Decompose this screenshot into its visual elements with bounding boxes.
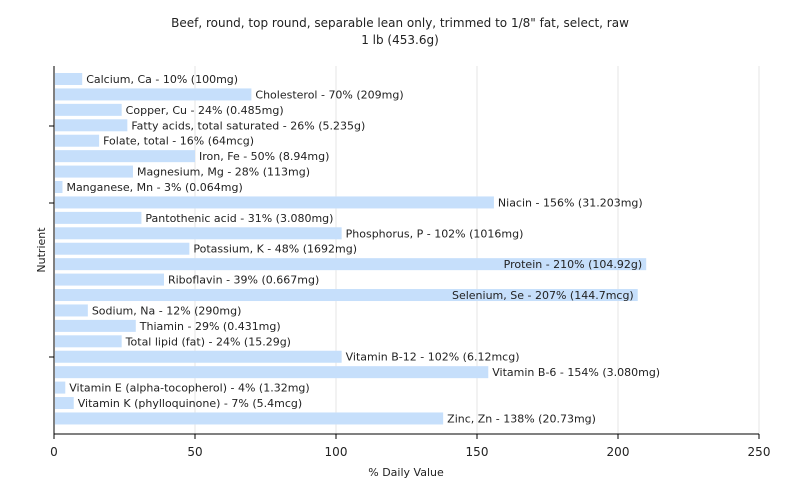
bar-label: Magnesium, Mg - 28% (113mg) [137, 166, 310, 179]
bar [55, 103, 122, 116]
axes [53, 66, 759, 435]
bar [55, 150, 195, 163]
bar [55, 350, 342, 363]
bar-label: Copper, Cu - 24% (0.485mg) [126, 104, 284, 117]
bar-label: Calcium, Ca - 10% (100mg) [86, 73, 238, 86]
bar-labels: Calcium, Ca - 10% (100mg) Cholesterol - 7… [66, 73, 660, 425]
bar-label: Vitamin K (phylloquinone) - 7% (5.4mcg) [78, 397, 302, 410]
x-tick-label: 100 [325, 445, 348, 459]
bar [55, 211, 142, 224]
x-tick-label: 200 [607, 445, 630, 459]
bar [55, 227, 342, 240]
x-axis-ticks: 0 50 100 150 200 250 [49, 125, 771, 459]
bar [55, 88, 252, 101]
bars [55, 73, 647, 425]
x-tick-label: 50 [187, 445, 202, 459]
bar-label: Sodium, Na - 12% (290mg) [92, 304, 242, 317]
bar [55, 397, 74, 410]
bar [55, 366, 489, 379]
bar [55, 258, 647, 271]
bar-label: Folate, total - 16% (64mcg) [103, 135, 254, 148]
bar-label: Fatty acids, total saturated - 26% (5.23… [131, 119, 365, 132]
bar [55, 242, 190, 255]
bar-label: Vitamin B-6 - 154% (3.080mg) [492, 366, 660, 379]
bar [55, 412, 444, 425]
bar-label: Manganese, Mn - 3% (0.064mg) [66, 181, 242, 194]
bar-label: Vitamin E (alpha-tocopherol) - 4% (1.32m… [69, 382, 309, 395]
bar [55, 119, 128, 132]
x-tick-label: 0 [50, 445, 58, 459]
bar [55, 319, 136, 332]
bar-label: Riboflavin - 39% (0.667mg) [168, 274, 319, 287]
bar [55, 196, 494, 209]
bar-label: Phosphorus, P - 102% (1016mg) [346, 227, 524, 240]
bar-label: Cholesterol - 70% (209mg) [255, 88, 403, 101]
bar [55, 304, 88, 317]
bar-label: Selenium, Se - 207% (144.7mcg) [452, 289, 634, 302]
bar [55, 335, 122, 348]
chart-subtitle: 1 lb (453.6g) [361, 33, 439, 47]
bar-label: Zinc, Zn - 138% (20.73mg) [447, 412, 596, 425]
bar [55, 73, 83, 85]
y-axis-label: Nutrient [35, 227, 48, 273]
bar-label: Thiamin - 29% (0.431mg) [139, 320, 281, 333]
bar-label: Niacin - 156% (31.203mg) [498, 196, 643, 209]
x-axis-label: % Daily Value [368, 466, 444, 479]
x-tick-label: 250 [748, 445, 771, 459]
bar-label: Pantothenic acid - 31% (3.080mg) [145, 212, 333, 225]
x-tick-label: 150 [466, 445, 489, 459]
bar [55, 181, 63, 194]
bar [55, 134, 100, 147]
bar [55, 289, 638, 302]
bar-label: Potassium, K - 48% (1692mg) [193, 243, 357, 256]
bar [55, 165, 133, 178]
bar-label: Vitamin B-12 - 102% (6.12mcg) [346, 351, 520, 364]
bar-label: Total lipid (fat) - 24% (15.29g) [125, 335, 291, 348]
chart-title: Beef, round, top round, separable lean o… [171, 16, 629, 30]
bar [55, 273, 164, 286]
bar [55, 381, 66, 394]
bar-label: Iron, Fe - 50% (8.94mg) [199, 150, 329, 163]
bar-label: Protein - 210% (104.92g) [504, 258, 643, 271]
